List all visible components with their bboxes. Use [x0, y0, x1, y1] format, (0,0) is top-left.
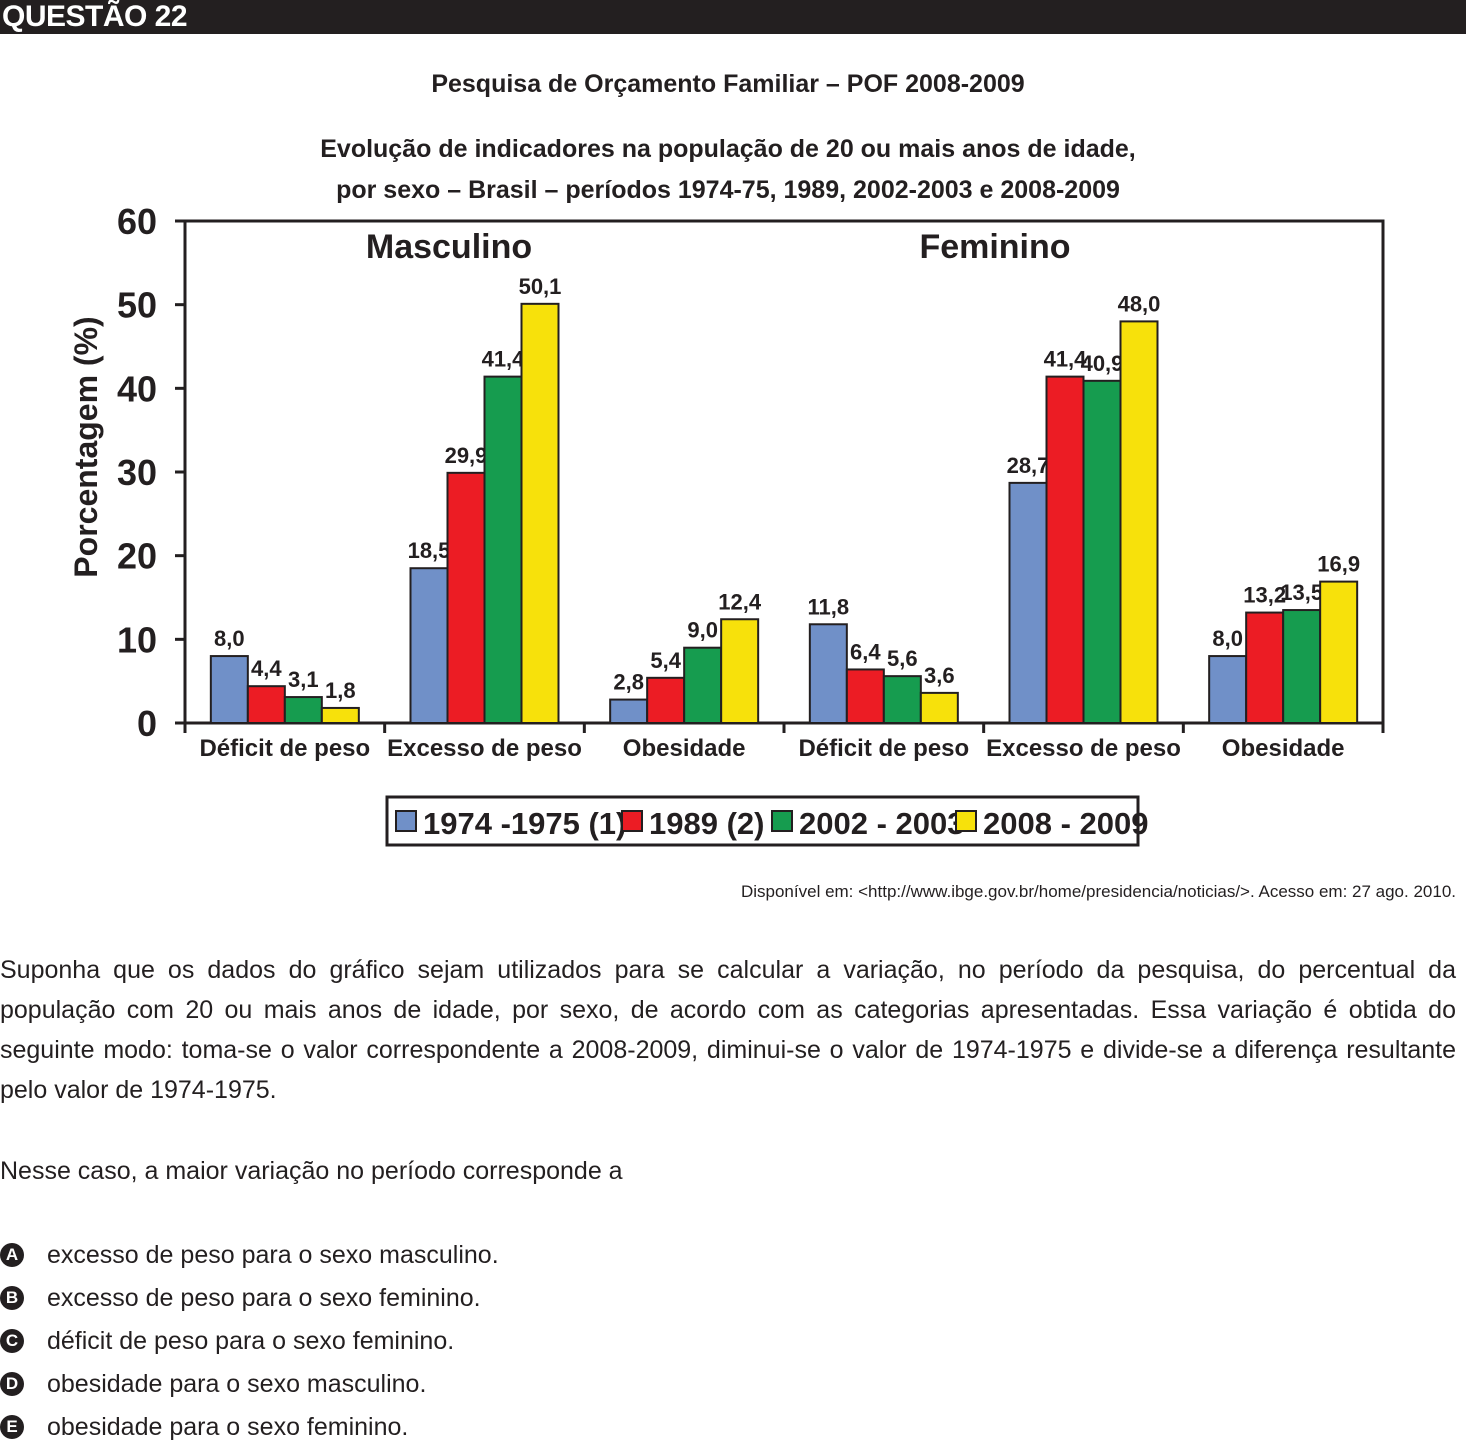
- x-category-label: Déficit de peso: [798, 735, 969, 762]
- bar: [683, 646, 723, 725]
- data-label: 8,0: [214, 626, 245, 651]
- data-label: 18,5: [408, 538, 451, 563]
- bar-chart: 0 10 20 30 40 50 60 Porcentagem (%) Déficit de p…: [68, 201, 1385, 847]
- option-text-d: obesidade para o sexo masculino.: [47, 1370, 427, 1398]
- x-category-label: Excesso de peso: [387, 735, 582, 762]
- x-category-label: Obesidade: [1222, 735, 1345, 762]
- data-label: 48,0: [1118, 291, 1161, 316]
- bar: [720, 618, 760, 725]
- data-label: 11,8: [808, 594, 850, 619]
- bar: [1008, 481, 1048, 725]
- bar: [609, 698, 649, 724]
- bar: [483, 375, 523, 724]
- y-tick-label: 0: [137, 703, 157, 744]
- legend-swatch: [955, 810, 977, 832]
- option-text-b: excesso de peso para o sexo feminino.: [47, 1284, 481, 1312]
- data-label: 13,5: [1280, 580, 1323, 605]
- option-letter-c: C: [0, 1329, 24, 1353]
- bar: [1208, 655, 1248, 724]
- bar: [283, 696, 323, 725]
- legend-swatch: [621, 810, 643, 832]
- data-label: 29,9: [445, 443, 488, 468]
- option-letter-e: E: [0, 1415, 24, 1439]
- data-label: 41,4: [482, 347, 526, 372]
- bar: [209, 655, 249, 724]
- data-label: 13,2: [1243, 583, 1286, 608]
- x-category-label: Obesidade: [623, 735, 746, 762]
- legend-label: 1974 -1975 (1): [423, 806, 626, 841]
- option-b[interactable]: B excesso de peso para o sexo feminino.: [0, 1278, 700, 1318]
- data-label: 6,4: [850, 639, 881, 664]
- y-tick-label: 60: [117, 201, 157, 242]
- bar: [1282, 609, 1322, 724]
- group-label: Masculino: [366, 228, 532, 266]
- option-d[interactable]: D obesidade para o sexo masculino.: [0, 1364, 700, 1404]
- data-label: 3,1: [288, 667, 319, 692]
- bar: [1045, 375, 1085, 724]
- option-a[interactable]: A excesso de peso para o sexo masculino.: [0, 1235, 700, 1275]
- bar: [446, 471, 486, 724]
- option-c[interactable]: C déficit de peso para o sexo feminino.: [0, 1321, 700, 1361]
- bar: [1319, 580, 1359, 724]
- bar: [808, 623, 848, 724]
- y-tick-label: 30: [117, 452, 157, 493]
- y-tick-label: 10: [117, 619, 157, 660]
- legend-swatch: [395, 810, 417, 832]
- data-label: 1,8: [325, 678, 356, 703]
- data-label: 8,0: [1212, 626, 1243, 651]
- legend-label: 1989 (2): [649, 806, 764, 841]
- data-label: 40,9: [1081, 351, 1124, 376]
- data-label: 5,4: [650, 648, 681, 673]
- legend-label: 2002 - 2003: [799, 806, 964, 841]
- option-letter-a: A: [0, 1243, 24, 1267]
- data-label: 2,8: [613, 670, 644, 695]
- x-category-label: Excesso de peso: [986, 735, 1181, 762]
- data-label: 50,1: [519, 274, 562, 299]
- question-text: Suponha que os dados do gráfico sejam ut…: [0, 956, 1456, 1104]
- bar: [845, 668, 885, 724]
- chart-subtitle-line2: por sexo – Brasil – períodos 1974-75, 19…: [336, 176, 1120, 204]
- bar: [646, 676, 686, 725]
- option-text-c: déficit de peso para o sexo feminino.: [47, 1327, 455, 1355]
- question-header: QUESTÃO 22: [0, 0, 1466, 34]
- bar: [1082, 379, 1122, 724]
- data-label: 16,9: [1317, 552, 1360, 577]
- legend-box: [385, 795, 1140, 847]
- bar: [246, 685, 286, 724]
- bar: [409, 567, 449, 725]
- data-label: 12,4: [718, 589, 762, 614]
- data-label: 28,7: [1007, 453, 1050, 478]
- data-label: 9,0: [687, 618, 718, 643]
- bar: [919, 691, 959, 725]
- group-label: Feminino: [919, 228, 1070, 266]
- source-citation: Disponível em: <http://www.ibge.gov.br/h…: [740, 882, 1456, 901]
- data-label: 41,4: [1044, 347, 1088, 372]
- question-number: QUESTÃO 22: [2, 0, 188, 33]
- bar: [882, 675, 922, 724]
- y-axis-label: Porcentagem (%): [68, 316, 104, 577]
- y-tick-label: 20: [117, 536, 157, 577]
- question-prompt: Nesse caso, a maior variação no período …: [0, 1157, 623, 1185]
- legend-label: 2008 - 2009: [983, 806, 1148, 841]
- y-tick-label: 40: [117, 368, 157, 409]
- option-e[interactable]: E obesidade para o sexo feminino.: [0, 1407, 700, 1447]
- plot-frame: [183, 219, 1385, 725]
- data-label: 5,6: [887, 646, 918, 671]
- data-label: 4,4: [251, 656, 282, 681]
- bar: [520, 302, 560, 724]
- option-letter-b: B: [0, 1286, 24, 1310]
- option-text-e: obesidade para o sexo feminino.: [47, 1413, 409, 1441]
- bar: [1119, 320, 1159, 724]
- legend-swatch: [771, 810, 793, 832]
- chart-subtitle-line1: Evolução de indicadores na população de …: [320, 135, 1136, 163]
- y-tick-label: 50: [117, 285, 157, 326]
- data-label: 3,6: [924, 663, 955, 688]
- option-text-a: excesso de peso para o sexo masculino.: [47, 1241, 499, 1269]
- x-category-label: Déficit de peso: [199, 735, 370, 762]
- chart-title: Pesquisa de Orçamento Familiar – POF 200…: [431, 70, 1025, 98]
- option-letter-d: D: [0, 1372, 24, 1396]
- bar: [1245, 611, 1285, 724]
- bar: [320, 706, 360, 725]
